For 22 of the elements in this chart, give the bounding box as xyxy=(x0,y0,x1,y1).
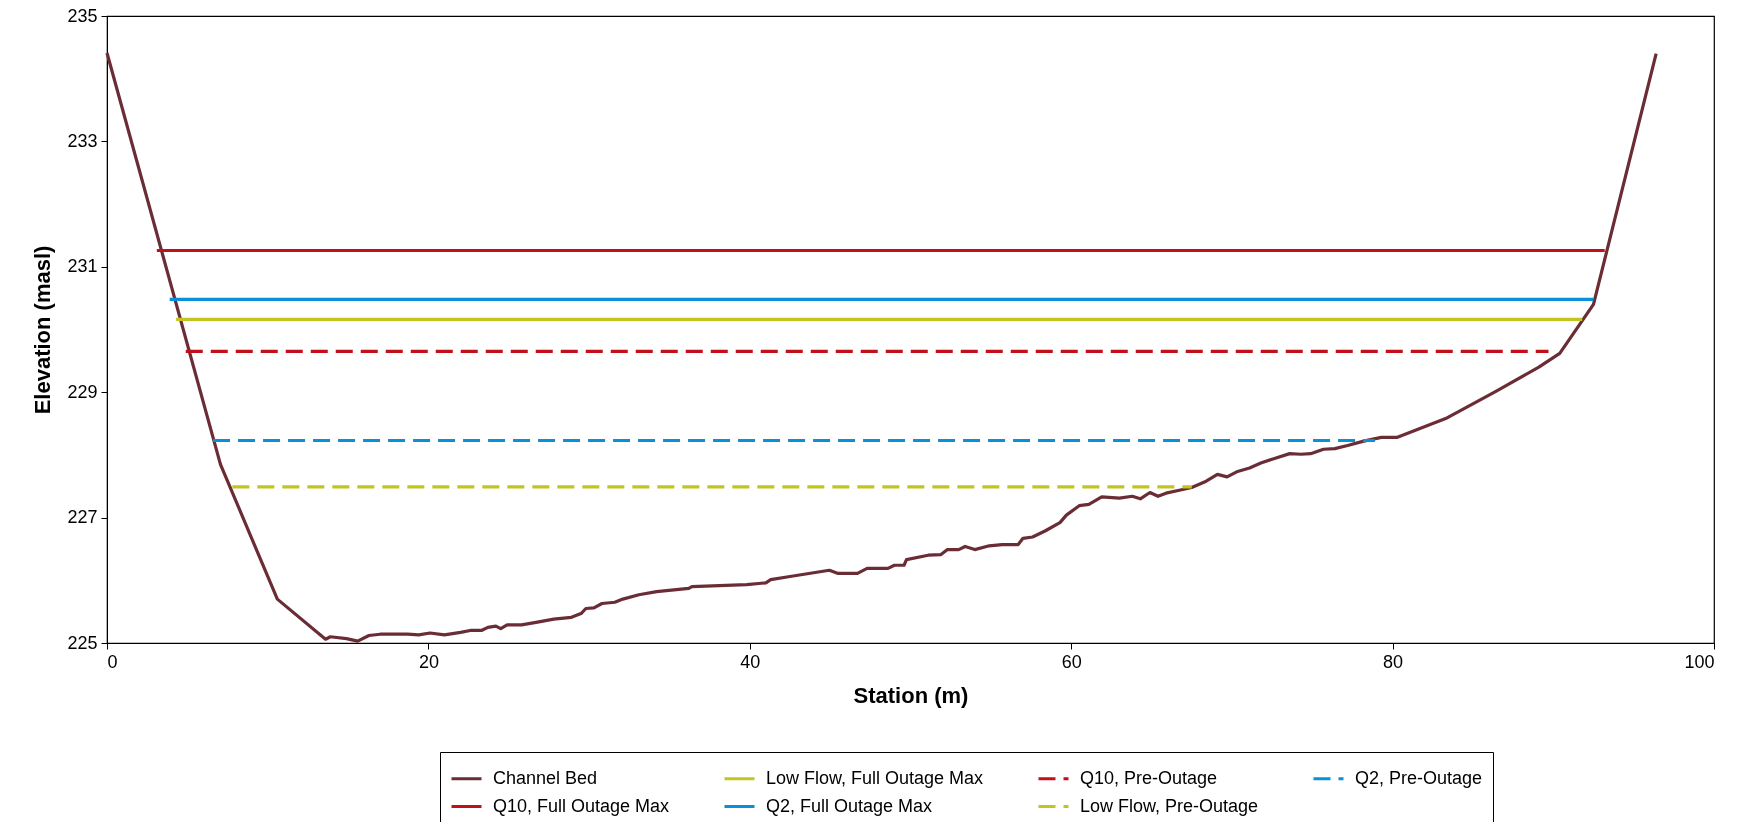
y-axis-title: Elevation (masl) xyxy=(30,245,56,415)
x-tick-label: 80 xyxy=(1383,651,1404,672)
y-tick-label: 235 xyxy=(67,5,98,26)
x-tick-label: 60 xyxy=(1061,651,1082,672)
legend-label: Channel Bed xyxy=(493,767,598,788)
y-tick-label: 231 xyxy=(67,256,98,277)
line-series xyxy=(105,51,1658,643)
x-tick-label: 0 xyxy=(107,651,118,672)
y-tick-label: 229 xyxy=(67,381,98,402)
legend-label: Q10, Full Outage Max xyxy=(493,795,670,816)
legend-label: Q2, Pre-Outage xyxy=(1355,767,1483,788)
y-tick-label: 227 xyxy=(67,507,98,528)
y-tick-label: 233 xyxy=(67,130,98,151)
legend-label: Q2, Full Outage Max xyxy=(766,795,933,816)
x-axis-title: Station (m) xyxy=(853,682,969,708)
y-tick-label: 225 xyxy=(67,632,98,653)
legend-label: Q10, Pre-Outage xyxy=(1080,767,1218,788)
x-tick-label: 100 xyxy=(1684,651,1715,672)
x-tick-label: 20 xyxy=(418,651,439,672)
x-tick-label: 40 xyxy=(740,651,761,672)
legend-label: Low Flow, Pre-Outage xyxy=(1080,795,1259,816)
legend-label: Low Flow, Full Outage Max xyxy=(766,767,984,788)
